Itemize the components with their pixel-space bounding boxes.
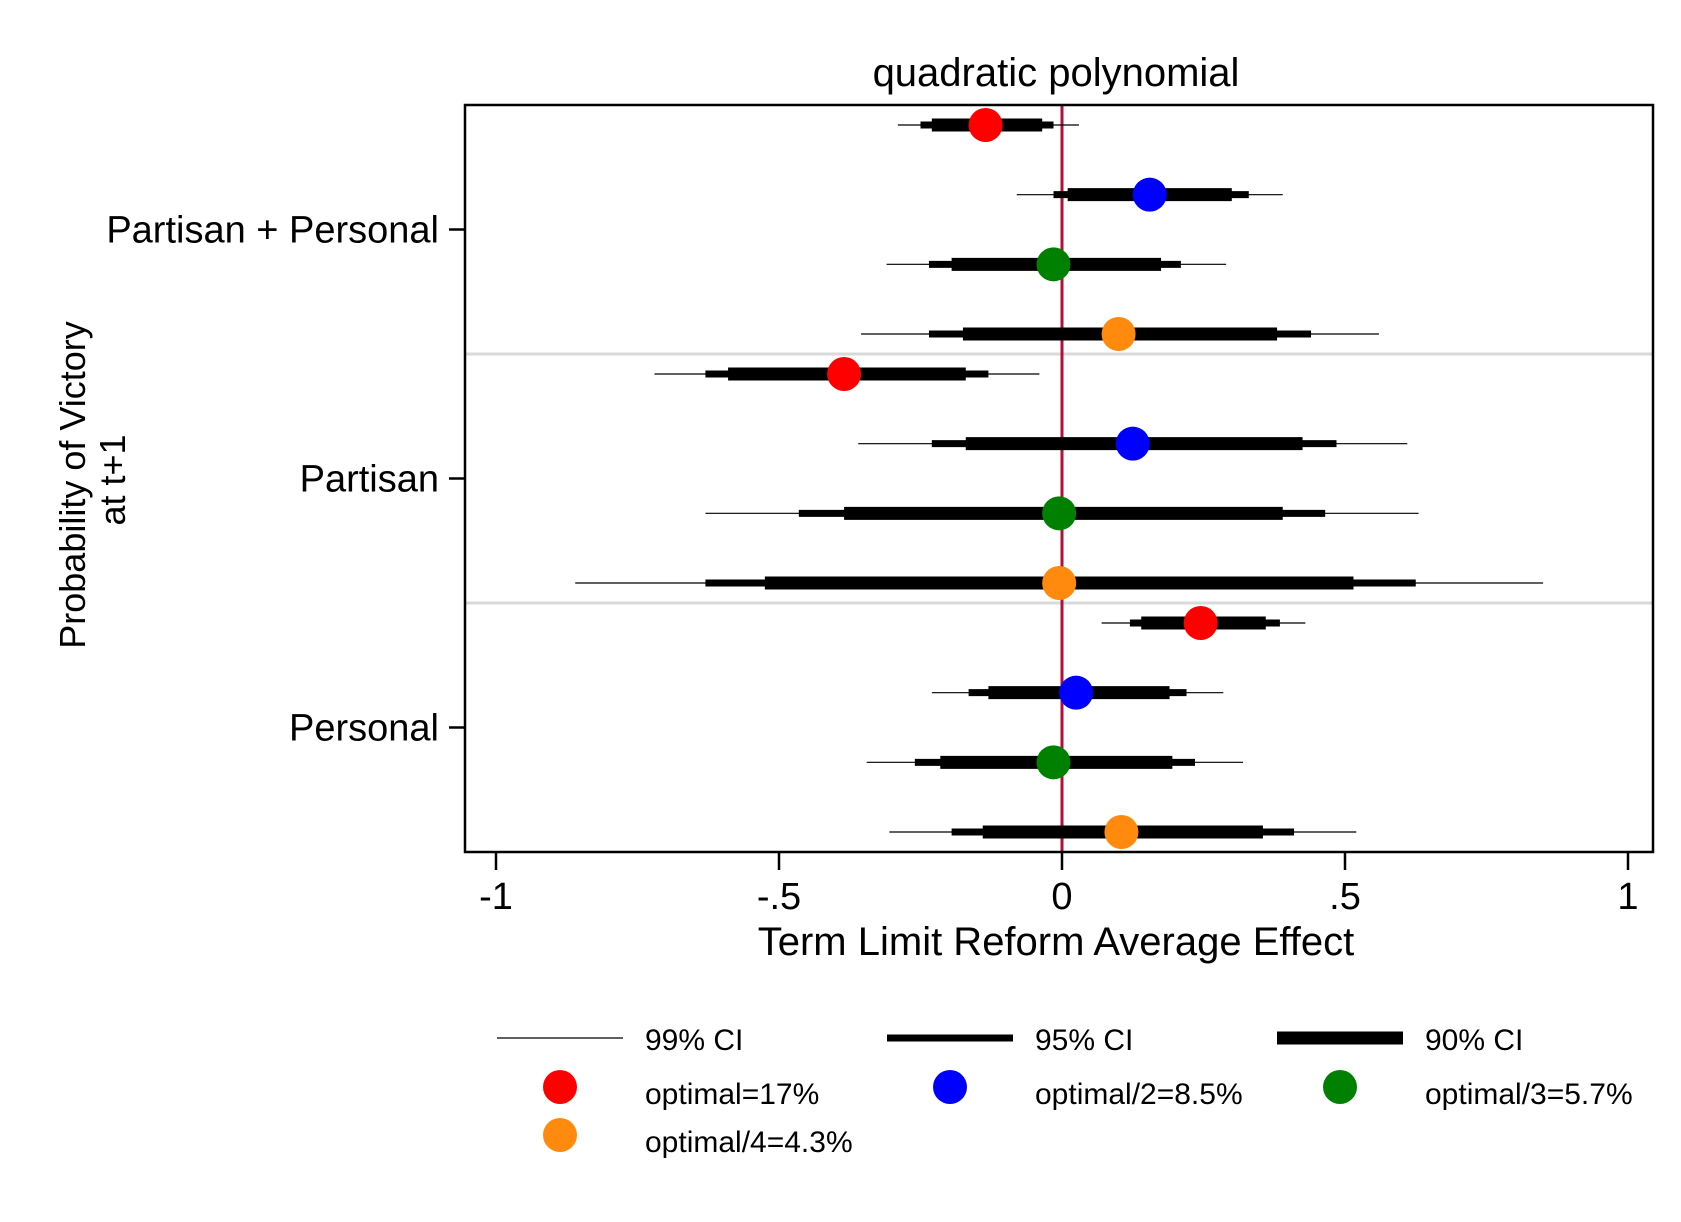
legend-label-90-ci: 90% CI [1425,1024,1523,1057]
x-tick-label: .5 [1329,876,1361,918]
legend-label-optimal-3-5-7: optimal/3=5.7% [1425,1078,1633,1111]
point-estimate-optimal-4-4-3 [1101,317,1136,351]
legend-label-optimal-17: optimal=17% [645,1078,819,1111]
x-axis: -1 -.5 0 .5 1 [479,852,1639,918]
legend-label-optimal-4-4-3: optimal/4=4.3% [645,1126,853,1159]
y-axis-label: Probability of Victory at t+1 [52,311,133,649]
plot-frame [463,103,1655,854]
x-tick-label: -1 [479,876,513,918]
y-tick-label-partisan_personal: Partisan + Personal [106,210,439,252]
y-axis-label-line-1: Probability of Victory [52,321,93,648]
point-estimate-optimal-17 [827,357,862,391]
x-tick-label: 1 [1617,876,1638,918]
legend-label-99-ci: 99% CI [645,1024,743,1057]
point-estimate-optimal-2-8-5 [1059,675,1094,710]
group-separators [465,352,1653,605]
point-estimate-optimal-3-5-7 [1036,247,1071,282]
legend-marker-optimal-17 [543,1070,577,1104]
chart-title: quadratic polynomial [873,51,1240,95]
point-estimate-optimal-2-8-5 [1132,177,1167,212]
point-estimate-optimal-17 [968,108,1003,142]
legend-marker-optimal-4-4-3 [543,1118,577,1152]
legend-label-optimal-2-8-5: optimal/2=8.5% [1035,1078,1243,1111]
point-estimate-optimal-4-4-3 [1104,815,1139,849]
x-axis-label: Term Limit Reform Average Effect [758,920,1355,964]
point-estimate-optimal-17 [1183,606,1218,640]
legend: 99% CI 95% CI 90% CI optimal=17% optimal/2=8… [497,1024,1633,1159]
point-estimates [827,108,1218,849]
x-tick-label: -.5 [757,876,801,918]
confidence-intervals [575,118,1544,839]
x-tick-label: 0 [1051,876,1072,918]
y-tick-label-personal: Personal [289,708,439,750]
y-tick-label-partisan: Partisan [300,459,439,501]
point-estimate-optimal-3-5-7 [1036,745,1071,780]
legend-marker-optimal-2-8-5 [933,1070,967,1104]
point-estimate-optimal-2-8-5 [1115,426,1150,461]
y-axis: Partisan + Personal Partisan Personal [106,210,465,750]
legend-marker-optimal-3-5-7 [1323,1070,1357,1104]
point-estimate-optimal-3-5-7 [1042,496,1077,531]
point-estimate-optimal-4-4-3 [1042,566,1077,600]
y-axis-label-line-2: at t+1 [92,434,133,525]
legend-label-95-ci: 95% CI [1035,1024,1133,1057]
